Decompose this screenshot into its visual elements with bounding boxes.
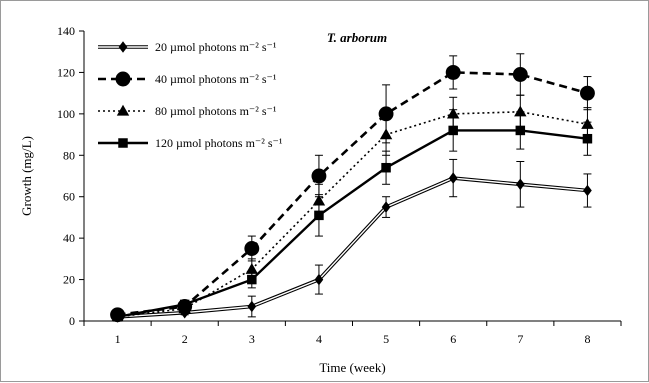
series-layer [110,53,595,323]
data-point [381,162,391,173]
legend-label: 80 µmol photons m⁻² s⁻¹ [155,104,277,118]
data-point [247,300,257,313]
data-point [247,274,257,285]
y-tick-label: 80 [63,148,75,162]
series-1 [113,158,592,323]
series-line [117,71,588,317]
legend-label: 40 µmol photons m⁻² s⁻¹ [155,72,277,86]
legend-marker [118,138,128,148]
x-axis: 1 2 3 4 5 6 7 8 Time (week) [83,320,622,375]
y-axis: 0 20 40 60 80 100 120 140 Growth (mg/L) [19,24,85,328]
y-tick-label: 20 [63,273,75,287]
x-tick-label: 3 [249,332,255,346]
x-tick-label: 1 [115,332,121,346]
data-point [379,128,393,140]
data-point [512,67,528,82]
x-tick-label: 8 [584,332,590,346]
x-tick-label: 4 [316,332,322,346]
data-point [244,241,260,256]
y-tick-label: 100 [57,107,75,121]
y-tick-label: 120 [57,65,75,79]
data-point [112,312,123,322]
y-tick-label: 40 [63,231,75,245]
legend-item: 20 µmol photons m⁻² s⁻¹ [98,40,277,54]
series-line [117,176,588,319]
y-tick-label: 140 [57,24,75,38]
data-point [448,125,458,136]
data-point [179,299,190,310]
x-tick-label: 2 [182,332,188,346]
data-point [448,172,458,184]
legend-item: 80 µmol photons m⁻² s⁻¹ [98,104,277,118]
series-line [117,110,588,318]
legend: 20 µmol photons m⁻² s⁻¹ 40 µmol photons m… [98,40,283,150]
series-2 [110,53,595,323]
legend-label: 20 µmol photons m⁻² s⁻¹ [155,40,277,54]
series-line-inner [117,177,588,318]
x-tick-label: 5 [383,332,389,346]
legend-marker [118,41,128,53]
legend-marker [116,104,130,116]
chart-title: T. arborum [327,30,387,45]
data-point [514,105,527,117]
data-point [314,210,324,221]
data-point [582,133,593,144]
legend-marker [115,71,131,87]
data-point [583,184,592,197]
data-point [314,273,324,286]
data-point [311,168,327,184]
series-4 [112,109,593,322]
x-tick-label: 7 [517,332,523,346]
x-tick-label: 6 [450,332,456,346]
x-axis-title: Time (week) [319,360,385,375]
data-point [515,125,526,136]
data-point [381,201,391,213]
legend-label: 120 µmol photons m⁻² s⁻¹ [155,136,283,150]
y-ticks: 0 20 40 60 80 100 120 140 [57,24,84,328]
y-axis-title: Growth (mg/L) [19,136,34,216]
legend-item: 40 µmol photons m⁻² s⁻¹ [98,71,277,87]
y-tick-label: 0 [69,314,75,328]
x-ticks: 1 2 3 4 5 6 7 8 [83,321,622,346]
legend-item: 120 µmol photons m⁻² s⁻¹ [98,136,283,150]
y-tick-label: 60 [63,190,75,204]
series-line [117,129,588,319]
data-point [445,64,461,80]
data-point [579,85,595,101]
data-point [515,178,525,191]
